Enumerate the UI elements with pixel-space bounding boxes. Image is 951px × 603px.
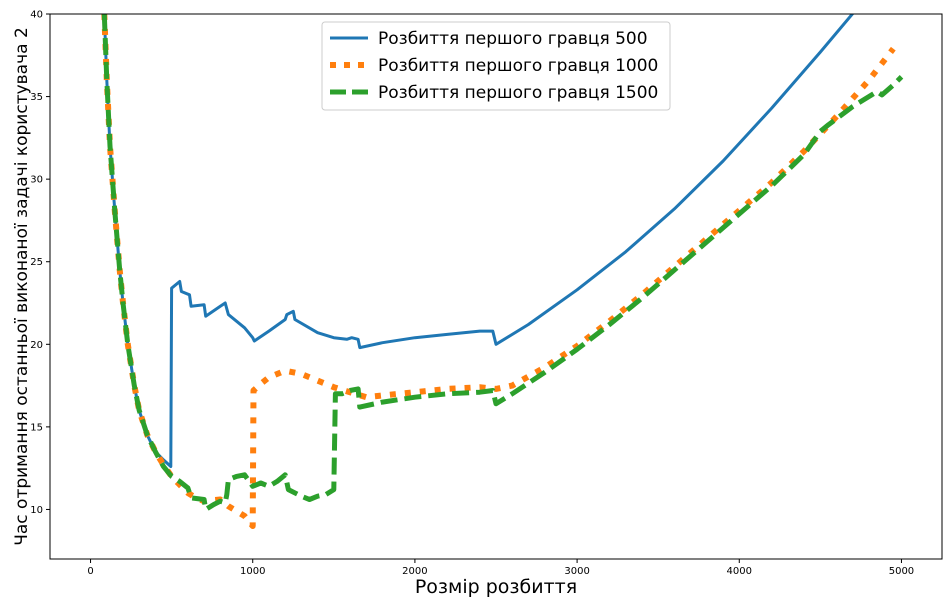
y-tick-label: 20 bbox=[30, 340, 43, 351]
series-line-3 bbox=[101, 14, 904, 512]
legend: Розбиття першого гравця 500 Розбиття перш… bbox=[321, 21, 671, 111]
legend-label-2: Розбиття першого гравця 1000 bbox=[378, 56, 658, 76]
y-tick-label: 25 bbox=[30, 257, 43, 268]
x-tick-label: 0 bbox=[87, 566, 93, 577]
x-axis-label: Розмір розбиття bbox=[415, 576, 577, 598]
y-axis-label: Час отримання останньої виконаної задачі… bbox=[12, 27, 32, 546]
y-tick-label: 10 bbox=[30, 505, 43, 516]
y-tick-label: 30 bbox=[30, 175, 43, 186]
y-tick-label: 15 bbox=[30, 422, 43, 433]
legend-label-1: Розбиття першого гравця 500 bbox=[378, 29, 648, 49]
legend-label-3: Розбиття першого гравця 1500 bbox=[378, 83, 658, 103]
plot-frame bbox=[49, 13, 943, 560]
y-tick-label: 35 bbox=[30, 92, 43, 103]
x-tick-label: 4000 bbox=[727, 566, 752, 577]
series-layer bbox=[101, 14, 904, 529]
y-tick-label: 40 bbox=[30, 10, 43, 21]
y-axis-ticks: 10 15 20 25 30 35 40 bbox=[30, 10, 50, 516]
x-tick-label: 1000 bbox=[240, 566, 265, 577]
x-tick-label: 5000 bbox=[889, 566, 914, 577]
x-tick-label: 2000 bbox=[402, 566, 427, 577]
legend-box bbox=[321, 21, 671, 111]
x-axis-ticks: 0 1000 2000 3000 4000 5000 bbox=[87, 559, 914, 577]
x-tick-label: 3000 bbox=[564, 566, 589, 577]
